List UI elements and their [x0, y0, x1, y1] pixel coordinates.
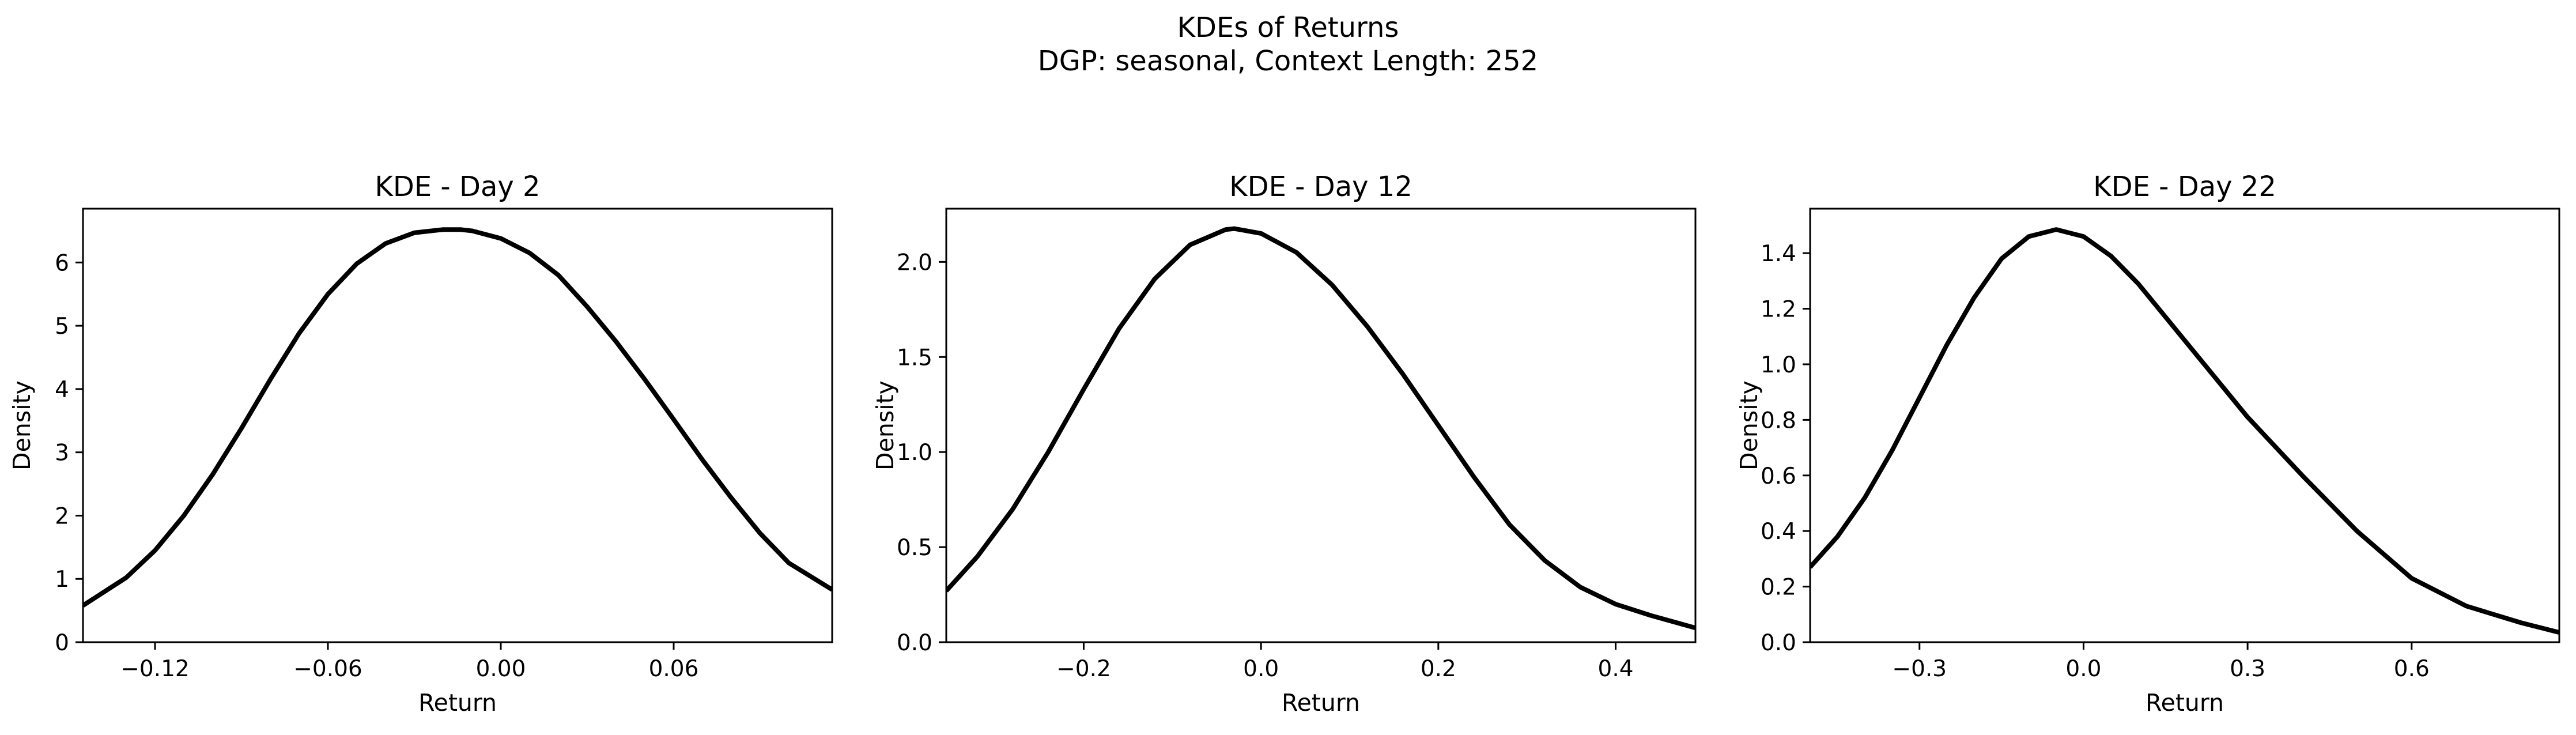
- chart-1-title: KDE - Day 12: [1229, 171, 1412, 203]
- chart-0-x-tick-label: −0.12: [120, 656, 190, 682]
- chart-1-x-tick-label: 0.4: [1598, 656, 1634, 682]
- figure-title: KDEs of Returns: [1177, 12, 1399, 44]
- figure-subtitle: DGP: seasonal, Context Length: 252: [1038, 45, 1538, 77]
- chart-1-y-tick-label: 1.0: [897, 440, 932, 466]
- chart-1-y-tick-label: 2.0: [897, 250, 932, 276]
- chart-0-y-tick-label: 4: [55, 377, 69, 403]
- chart-1-kde-curve: [946, 226, 1695, 631]
- chart-2-y-tick-label: 1.0: [1761, 352, 1796, 378]
- chart-2-x-axis-label: Return: [2146, 689, 2224, 717]
- chart-1-y-axis-label: Density: [871, 380, 899, 470]
- kde-panel-day-22: −0.3 0.0 0.3 0.6 0.0 0.2 0.4 0.6 0.8 1.0 1.2 1.4 KDE…: [1735, 171, 2560, 717]
- chart-1-x-tick-label: −0.2: [1056, 656, 1111, 682]
- chart-2-y-tick-label: 1.4: [1761, 241, 1796, 267]
- chart-2-y-tick-label: 0.0: [1761, 630, 1796, 656]
- chart-2-y-tick-label: 0.2: [1761, 575, 1796, 601]
- chart-0-y-axis-label: Density: [8, 380, 36, 470]
- chart-2-x-tick-label: 0.3: [2230, 656, 2265, 682]
- chart-0-axes-frame: [82, 208, 833, 643]
- chart-2-x-tick-label: 0.6: [2394, 656, 2430, 682]
- chart-0-y-tick-label: 5: [55, 314, 69, 340]
- chart-0-x-tick-label: 0.06: [649, 656, 699, 682]
- chart-1-y-tick-label: 0.0: [897, 630, 932, 656]
- chart-2-title: KDE - Day 22: [2093, 171, 2276, 203]
- chart-2-y-tick-label: 0.4: [1761, 519, 1796, 545]
- chart-1-x-tick-label: 0.0: [1243, 656, 1279, 682]
- chart-0-title: KDE - Day 2: [375, 171, 540, 203]
- kde-panel-day-12: −0.2 0.0 0.2 0.4 0.0 0.5 1.0 1.5 2.0 KDE - Day 12…: [871, 171, 1697, 717]
- chart-2-axes-frame: [1809, 208, 2560, 643]
- chart-1-x-axis-label: Return: [1282, 689, 1360, 717]
- chart-2-x-tick-label: 0.0: [2065, 656, 2101, 682]
- chart-1-axes-frame: [945, 208, 1697, 643]
- kde-panel-day-2: −0.12 −0.06 0.00 0.06 0 1 2 3 4 5 6 KDE - Day 2 Retu…: [8, 171, 833, 717]
- chart-2-x-tick-label: −0.3: [1892, 656, 1947, 682]
- chart-2-kde-curve: [1810, 227, 2559, 635]
- chart-0-kde-curve: [83, 227, 832, 608]
- chart-0-y-tick-label: 2: [55, 503, 69, 529]
- chart-2-y-axis-label: Density: [1735, 380, 1763, 470]
- chart-0-x-axis-label: Return: [418, 689, 497, 717]
- chart-0-y-tick-label: 6: [55, 250, 69, 276]
- chart-1-y-tick-label: 0.5: [897, 535, 932, 561]
- chart-0-y-tick-label: 0: [55, 630, 69, 656]
- chart-2-y-tick-label: 0.6: [1761, 463, 1796, 489]
- chart-1-x-tick-label: 0.2: [1421, 656, 1456, 682]
- chart-0-x-tick-label: −0.06: [293, 656, 362, 682]
- chart-0-y-tick-label: 3: [55, 440, 69, 466]
- chart-0-y-tick-label: 1: [55, 567, 69, 593]
- chart-0-x-tick-label: 0.00: [476, 656, 526, 682]
- chart-2-y-tick-label: 0.8: [1761, 408, 1796, 434]
- chart-2-y-tick-label: 1.2: [1761, 297, 1796, 323]
- chart-1-y-tick-label: 1.5: [897, 345, 932, 371]
